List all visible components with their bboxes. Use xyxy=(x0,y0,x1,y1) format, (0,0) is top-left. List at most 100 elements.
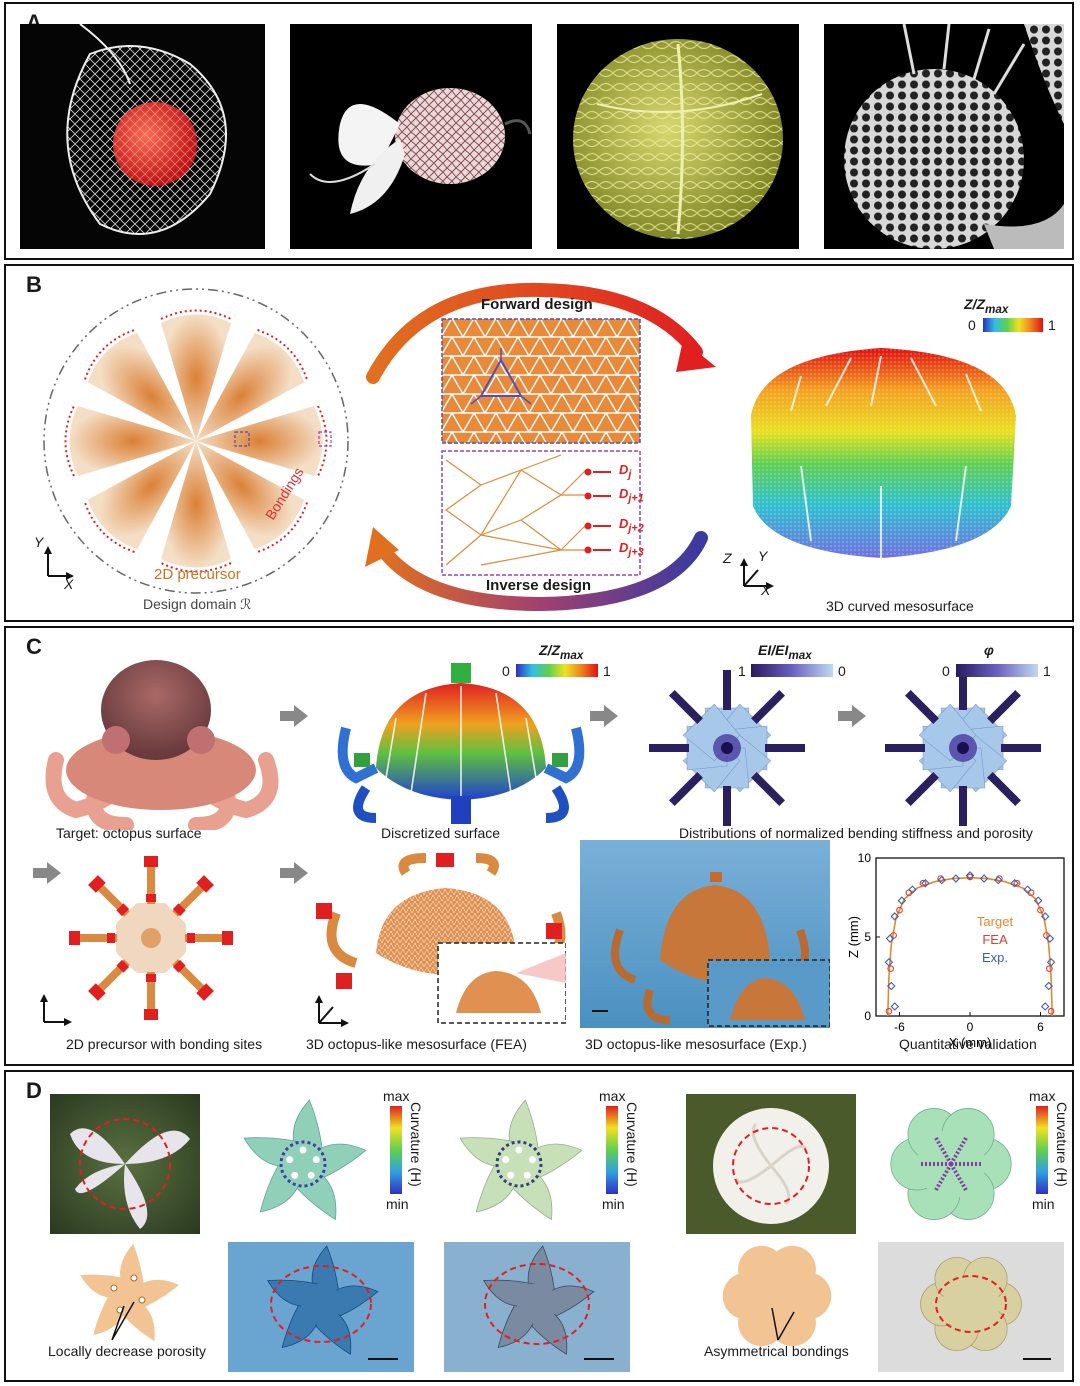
curvature-max-3: max xyxy=(1029,1088,1056,1104)
colorbar-c2-right: 0 xyxy=(838,663,846,679)
discretized-surface xyxy=(337,663,585,824)
legend-entry: Exp. xyxy=(982,950,1008,965)
axis-x-label: X xyxy=(64,576,74,592)
curvature-map-2 xyxy=(459,1099,583,1221)
curvature-colorbar-1 xyxy=(390,1106,402,1194)
zyx-axes-icon xyxy=(740,558,774,590)
axis-y-label: Y xyxy=(34,534,44,550)
curvature-label-2: Curvature (H) xyxy=(624,1102,640,1187)
series-exp-point xyxy=(937,875,947,885)
caption-distributions: Distributions of normalized bending stif… xyxy=(679,825,1033,841)
series-fea-point xyxy=(919,879,927,887)
colorbar-c3-right: 1 xyxy=(1043,663,1051,679)
caption-validation: Quantitative validation xyxy=(899,1036,1037,1052)
series-fea-point xyxy=(1045,965,1053,972)
octopus-photo xyxy=(45,660,279,830)
xy-axes-icon-c xyxy=(40,994,72,1026)
series-exp-point xyxy=(1040,912,1050,921)
series-fea-point xyxy=(1047,1007,1055,1015)
colorbar-b-min: 0 xyxy=(968,317,976,333)
exp-photo-star-2 xyxy=(444,1242,630,1372)
series-fea-point xyxy=(1037,906,1044,914)
series-fea-point xyxy=(885,1007,893,1015)
node-d-j: Dj xyxy=(619,462,632,481)
caption-fea: 3D octopus-like mesosurface (FEA) xyxy=(306,1036,527,1052)
panel-b: B Y X 2D precursor Bondings Design domai… xyxy=(4,264,1074,622)
porosity-distribution xyxy=(885,670,1041,826)
porosity-text: Locally decrease porosity xyxy=(48,1343,206,1359)
curvature-min-2: min xyxy=(602,1196,625,1212)
curvature-min-3: min xyxy=(1032,1196,1055,1212)
precursor-label: 2D precursor xyxy=(154,566,241,583)
curvature-max-1: max xyxy=(383,1088,410,1104)
colorbar-c3 xyxy=(956,664,1038,677)
precursor-bonding-sites xyxy=(69,856,233,1020)
colorbar-c1-min: 0 xyxy=(502,663,510,679)
x-tick-label: 6 xyxy=(1037,1020,1044,1034)
photo-bladder-flower xyxy=(290,24,532,249)
series-exp-point xyxy=(885,934,895,943)
photo-gardenia xyxy=(686,1094,856,1234)
precursor-petals xyxy=(64,309,328,573)
series-exp-point xyxy=(951,874,961,883)
curvature-colorbar-2 xyxy=(606,1106,618,1194)
photo-physalis xyxy=(20,24,265,249)
zyx-axes-icon-c xyxy=(315,995,349,1027)
colorbar-c1-max: 1 xyxy=(603,663,611,679)
colorbar-c1-title: Z/Zmax xyxy=(539,642,584,662)
series-fea-point xyxy=(896,906,903,914)
radiolarian-illustration xyxy=(824,24,1064,249)
caption-precursor: 2D precursor with bonding sites xyxy=(66,1036,263,1052)
axis-y-label-b: Y xyxy=(758,548,768,564)
arrow-2 xyxy=(590,705,618,727)
series-exp-point xyxy=(979,874,989,883)
colorbar-c2-left: 1 xyxy=(738,663,746,679)
series-exp-point xyxy=(884,958,894,967)
series-exp-point xyxy=(890,912,900,921)
series-exp-point xyxy=(886,981,896,991)
panel-a: A xyxy=(4,2,1074,260)
panel-c: C Target: octopus surface xyxy=(4,626,1074,1066)
arrow-3 xyxy=(838,705,866,727)
series-exp-point xyxy=(1040,1002,1050,1011)
curvature-map-1 xyxy=(243,1099,367,1221)
axis-x-label-b: X xyxy=(761,582,771,598)
forward-mesh-box xyxy=(441,318,641,444)
arrow-5 xyxy=(280,862,308,884)
curvature-colorbar-3 xyxy=(1036,1106,1048,1194)
design-domain-label: Design domain ℛ xyxy=(143,596,252,612)
series-exp-point xyxy=(1023,885,1032,894)
node-d-j3: Dj+3 xyxy=(619,540,644,559)
colorbar-title-b: Z/Zmax xyxy=(964,296,1009,316)
series-exp-point xyxy=(1044,981,1054,991)
y-tick-label: 0 xyxy=(864,1009,871,1023)
series-fea-point xyxy=(1013,879,1021,887)
panel-label-d: D xyxy=(26,1078,42,1103)
arrow-4 xyxy=(33,862,61,884)
series-exp-point xyxy=(1045,934,1055,943)
series-exp-point xyxy=(921,879,930,888)
mesosurface-label: 3D curved mesosurface xyxy=(826,598,974,614)
x-tick-label: 0 xyxy=(967,1020,974,1034)
legend-entry: Target xyxy=(977,914,1014,929)
axis-z-label-b: Z xyxy=(723,550,732,566)
colorbar-c2-title: EI/EImax xyxy=(758,642,812,662)
exp-photo-six-lobe xyxy=(878,1242,1064,1372)
curvature-label-3: Curvature (H) xyxy=(1054,1102,1070,1187)
design-arrows xyxy=(365,282,716,612)
caption-target: Target: octopus surface xyxy=(56,825,202,841)
colorbar-c2 xyxy=(751,664,833,677)
bondings-text: Asymmetrical bondings xyxy=(704,1343,849,1359)
stiffness-distribution xyxy=(649,670,805,826)
colorbar-c3-left: 0 xyxy=(942,663,950,679)
photo-radiolarian xyxy=(824,24,1064,249)
caption-discretized: Discretized surface xyxy=(381,825,501,841)
series-exp-point xyxy=(965,871,975,880)
curvature-map-3 xyxy=(890,1108,1012,1220)
caption-exp: 3D octopus-like mesosurface (Exp.) xyxy=(585,1036,807,1052)
y-tick-label: 10 xyxy=(858,851,872,865)
series-exp-point xyxy=(897,896,907,905)
colorbar-c3-title: φ xyxy=(984,642,994,658)
exp-photo xyxy=(580,840,830,1028)
inverse-mesh-box xyxy=(441,450,641,576)
